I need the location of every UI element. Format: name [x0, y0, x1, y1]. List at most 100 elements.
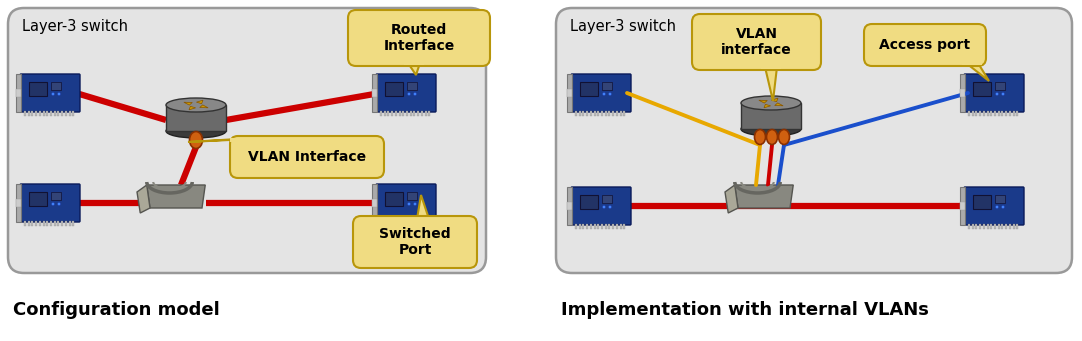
Bar	[62, 221, 63, 226]
Ellipse shape	[189, 132, 202, 148]
Polygon shape	[725, 185, 738, 213]
Bar	[962, 61, 982, 65]
Bar	[586, 111, 589, 116]
Bar	[31, 221, 34, 226]
Text: VLAN Interface: VLAN Interface	[248, 150, 366, 164]
Bar	[968, 224, 969, 229]
Ellipse shape	[413, 92, 417, 95]
Bar	[413, 221, 415, 226]
Ellipse shape	[754, 130, 765, 145]
FancyBboxPatch shape	[230, 136, 384, 178]
Bar	[428, 221, 431, 226]
Bar	[579, 224, 581, 229]
Ellipse shape	[1002, 92, 1004, 95]
Bar	[994, 224, 997, 229]
Bar	[575, 111, 577, 116]
Bar	[372, 89, 377, 97]
Bar	[987, 224, 989, 229]
FancyBboxPatch shape	[692, 14, 821, 70]
FancyBboxPatch shape	[377, 184, 436, 222]
Ellipse shape	[408, 203, 410, 206]
Bar	[1002, 224, 1003, 229]
Bar	[384, 111, 385, 116]
Polygon shape	[765, 67, 777, 101]
Bar	[968, 111, 969, 116]
Bar	[761, 65, 781, 69]
Text: Routed
Interface: Routed Interface	[383, 23, 454, 53]
Bar	[580, 195, 598, 209]
Polygon shape	[764, 104, 770, 108]
FancyBboxPatch shape	[865, 24, 986, 66]
Bar	[995, 195, 1005, 203]
Ellipse shape	[995, 206, 999, 208]
Polygon shape	[735, 185, 793, 208]
FancyBboxPatch shape	[377, 74, 436, 112]
Ellipse shape	[608, 92, 611, 95]
Ellipse shape	[766, 130, 778, 145]
Bar	[1005, 111, 1007, 116]
Bar	[47, 221, 49, 226]
Bar	[590, 111, 592, 116]
FancyBboxPatch shape	[964, 187, 1024, 225]
Bar	[42, 221, 44, 226]
Polygon shape	[189, 106, 196, 110]
Bar	[24, 111, 26, 116]
Bar	[960, 74, 965, 112]
Bar	[428, 111, 431, 116]
Bar	[582, 224, 584, 229]
Polygon shape	[775, 103, 783, 106]
FancyBboxPatch shape	[348, 10, 490, 66]
Bar	[28, 111, 29, 116]
FancyBboxPatch shape	[964, 74, 1024, 112]
FancyBboxPatch shape	[19, 74, 80, 112]
Bar	[960, 202, 965, 210]
Bar	[605, 224, 607, 229]
FancyBboxPatch shape	[571, 187, 631, 225]
Bar	[35, 111, 37, 116]
Bar	[567, 74, 572, 112]
Bar	[424, 221, 426, 226]
Bar	[39, 221, 41, 226]
Bar	[567, 202, 572, 210]
Bar	[166, 105, 226, 131]
Bar	[57, 221, 60, 226]
Bar	[395, 221, 397, 226]
Bar	[54, 221, 55, 226]
Bar	[380, 111, 382, 116]
Ellipse shape	[413, 203, 417, 206]
Polygon shape	[417, 195, 428, 219]
Bar	[403, 111, 405, 116]
Bar	[972, 111, 974, 116]
Text: VLAN
interface: VLAN interface	[721, 27, 792, 57]
Bar	[979, 224, 981, 229]
Bar	[582, 111, 584, 116]
Bar	[608, 224, 610, 229]
Bar	[418, 111, 419, 116]
Bar	[421, 111, 423, 116]
Bar	[395, 111, 397, 116]
Polygon shape	[137, 185, 150, 213]
Bar	[39, 111, 41, 116]
Bar	[372, 74, 377, 112]
Bar	[982, 111, 985, 116]
Bar	[391, 221, 393, 226]
Bar	[72, 221, 75, 226]
Bar	[994, 111, 997, 116]
Bar	[579, 111, 581, 116]
Bar	[1005, 224, 1007, 229]
Bar	[398, 221, 400, 226]
Bar	[972, 224, 974, 229]
Text: Layer-3 switch: Layer-3 switch	[570, 18, 676, 33]
Ellipse shape	[741, 96, 801, 110]
Bar	[62, 111, 63, 116]
Bar	[65, 221, 67, 226]
Bar	[413, 111, 415, 116]
Bar	[35, 221, 37, 226]
Bar	[597, 224, 599, 229]
Ellipse shape	[57, 203, 61, 206]
Bar	[403, 221, 405, 226]
Bar	[16, 74, 21, 112]
Text: Access port: Access port	[880, 38, 971, 52]
Bar	[385, 82, 403, 96]
Ellipse shape	[57, 92, 61, 95]
